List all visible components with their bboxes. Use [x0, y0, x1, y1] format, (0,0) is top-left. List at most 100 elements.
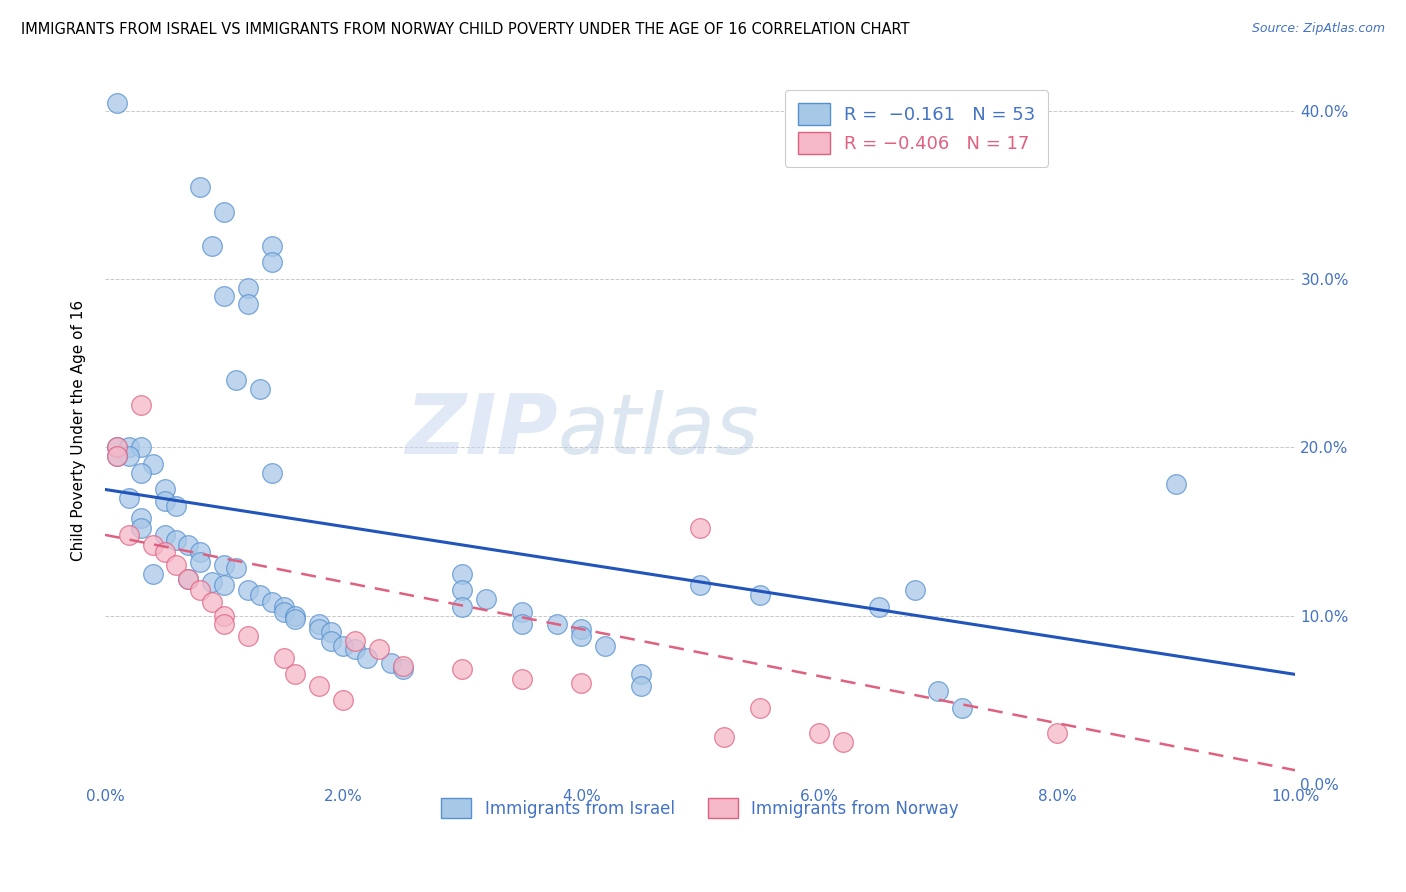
Point [284, 612, 307, 626]
Point [177, 572, 200, 586]
Point [153, 528, 176, 542]
Point [832, 734, 855, 748]
Point [236, 583, 259, 598]
Point [129, 466, 152, 480]
Point [391, 662, 413, 676]
Point [165, 558, 187, 573]
Point [356, 650, 378, 665]
Point [188, 583, 211, 598]
Point [225, 373, 247, 387]
Point [201, 595, 224, 609]
Point [273, 605, 295, 619]
Point [321, 625, 343, 640]
Point [201, 574, 224, 589]
Point [260, 238, 283, 252]
Point [118, 449, 141, 463]
Point [950, 701, 973, 715]
Point [308, 622, 330, 636]
Point [451, 600, 474, 615]
Point [332, 692, 354, 706]
Point [569, 676, 592, 690]
Point [808, 726, 831, 740]
Text: ZIP: ZIP [405, 390, 557, 471]
Point [225, 561, 247, 575]
Legend: Immigrants from Israel, Immigrants from Norway: Immigrants from Israel, Immigrants from … [434, 791, 966, 825]
Point [201, 238, 224, 252]
Point [367, 642, 389, 657]
Point [927, 684, 949, 698]
Point [332, 639, 354, 653]
Point [748, 701, 770, 715]
Point [569, 622, 592, 636]
Point [129, 521, 152, 535]
Point [212, 558, 235, 573]
Point [630, 679, 652, 693]
Point [153, 483, 176, 497]
Point [129, 511, 152, 525]
Point [569, 629, 592, 643]
Point [188, 555, 211, 569]
Point [1046, 726, 1069, 740]
Point [212, 289, 235, 303]
Point [689, 578, 711, 592]
Point [142, 457, 165, 471]
Point [118, 528, 141, 542]
Point [451, 566, 474, 581]
Point [105, 95, 128, 110]
Point [593, 639, 616, 653]
Text: atlas: atlas [557, 390, 759, 471]
Point [391, 659, 413, 673]
Point [380, 656, 402, 670]
Point [903, 583, 925, 598]
Point [510, 617, 533, 632]
Point [260, 255, 283, 269]
Y-axis label: Child Poverty Under the Age of 16: Child Poverty Under the Age of 16 [72, 300, 86, 561]
Point [212, 578, 235, 592]
Point [284, 608, 307, 623]
Point [273, 600, 295, 615]
Point [249, 588, 271, 602]
Point [451, 583, 474, 598]
Point [689, 521, 711, 535]
Point [188, 544, 211, 558]
Point [105, 441, 128, 455]
Point [451, 662, 474, 676]
Point [308, 679, 330, 693]
Point [165, 500, 187, 514]
Point [153, 494, 176, 508]
Point [212, 205, 235, 219]
Point [748, 588, 770, 602]
Point [475, 591, 498, 606]
Point [273, 650, 295, 665]
Point [188, 179, 211, 194]
Point [129, 441, 152, 455]
Point [165, 533, 187, 547]
Point [118, 441, 141, 455]
Point [321, 633, 343, 648]
Text: IMMIGRANTS FROM ISRAEL VS IMMIGRANTS FROM NORWAY CHILD POVERTY UNDER THE AGE OF : IMMIGRANTS FROM ISRAEL VS IMMIGRANTS FRO… [21, 22, 910, 37]
Point [129, 398, 152, 412]
Point [343, 633, 366, 648]
Point [142, 566, 165, 581]
Point [177, 572, 200, 586]
Point [236, 629, 259, 643]
Point [868, 600, 890, 615]
Point [236, 280, 259, 294]
Point [260, 595, 283, 609]
Text: Source: ZipAtlas.com: Source: ZipAtlas.com [1251, 22, 1385, 36]
Point [212, 617, 235, 632]
Point [510, 673, 533, 687]
Point [142, 538, 165, 552]
Point [153, 544, 176, 558]
Point [260, 466, 283, 480]
Point [105, 441, 128, 455]
Point [630, 667, 652, 681]
Point [510, 605, 533, 619]
Point [212, 608, 235, 623]
Point [284, 667, 307, 681]
Point [177, 538, 200, 552]
Point [546, 617, 568, 632]
Point [118, 491, 141, 505]
Point [105, 449, 128, 463]
Point [249, 382, 271, 396]
